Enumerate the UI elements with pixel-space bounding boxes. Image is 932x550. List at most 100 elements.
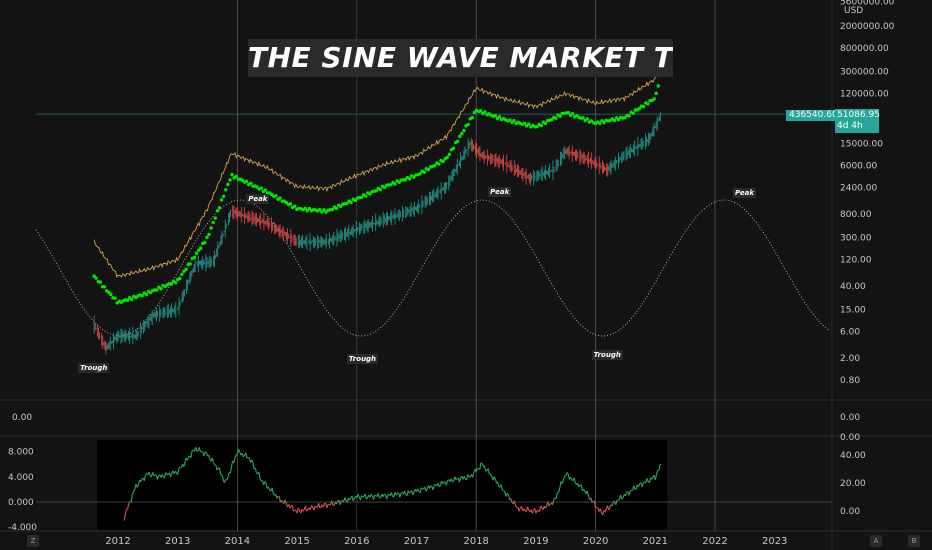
oscillator-segment [593, 500, 597, 508]
oscillator-segment [379, 497, 381, 499]
oscillator-segment [362, 495, 365, 498]
ma-band-point [397, 180, 401, 184]
ma-band-point [472, 110, 477, 115]
ma-band-point [107, 290, 111, 294]
oscillator-segment [613, 500, 616, 503]
peak-annotation: Peak [246, 194, 270, 204]
ma-band-point [550, 117, 554, 122]
oscillator-series [123, 446, 662, 521]
ma-band-point [602, 120, 606, 125]
oscillator-segment [235, 453, 238, 456]
price-axis-label: 0.80 [840, 376, 860, 386]
price-series [93, 112, 661, 355]
oscillator-segment [359, 495, 363, 500]
ma-band-point [451, 146, 456, 150]
oscillator-segment [281, 499, 284, 503]
time-axis-label: 2020 [583, 536, 608, 547]
ma-band-point [522, 121, 527, 126]
ma-band-point [205, 235, 209, 240]
oscillator-segment [267, 486, 271, 490]
oscillator-segment [591, 500, 594, 503]
oscillator-segment [340, 500, 343, 502]
oscillator-segment [211, 457, 215, 464]
oscillator-segment [547, 501, 550, 507]
oscillator-segment [349, 497, 352, 501]
time-axis-label: 2017 [404, 536, 429, 547]
oscillator-segment [479, 462, 482, 470]
ma-band-point [130, 297, 134, 302]
oscillator-segment [527, 506, 530, 511]
ma-band-point [228, 178, 232, 182]
ma-band-series [92, 72, 663, 305]
ma-band-point [203, 240, 207, 245]
last-price-badge: 51086.95 4d 4h [835, 109, 880, 133]
ma-band-point [455, 139, 460, 143]
oscillator-segment [246, 457, 249, 459]
oscillator-segment [137, 479, 141, 486]
oscillator-segment [161, 474, 164, 478]
ma-band-point [330, 207, 335, 212]
ma-band-point [616, 117, 621, 122]
ma-band-point [234, 174, 238, 179]
oscillator-segment [304, 506, 308, 512]
price-axis-label: 2.00 [840, 354, 860, 364]
ma-band-point [581, 116, 585, 120]
oscillator-segment [412, 491, 415, 496]
ma-band-point [213, 216, 218, 220]
ma-band-point [94, 276, 98, 280]
price-axis-label: 300.00 [840, 234, 872, 244]
ma-band-point [178, 276, 182, 281]
ma-band-point [159, 287, 163, 291]
oscillator-segment [195, 446, 198, 452]
ma-band-point [244, 179, 249, 184]
middle-pane-left-label: 0.00 [12, 413, 32, 423]
settings-button[interactable]: B [908, 535, 920, 547]
ma-band-point [407, 177, 412, 181]
oscillator-segment [450, 478, 453, 482]
time-axis-label: 2022 [702, 536, 727, 547]
oscillator-segment [297, 507, 300, 511]
peak-annotation: Peak [732, 188, 757, 198]
ma-band-point [447, 152, 452, 157]
oscillator-segment [596, 506, 599, 509]
time-axis-label: 2019 [523, 536, 548, 547]
oscillator-segment [497, 481, 500, 488]
oscillator-segment [573, 477, 576, 484]
oscillator-segment [374, 494, 377, 497]
oscillator-segment [615, 499, 618, 505]
oscillator-segment [515, 505, 518, 508]
oscillator-segment [364, 493, 367, 500]
oscillator-segment [633, 485, 636, 490]
ma-band-point [652, 97, 656, 101]
oscillator-segment [557, 491, 559, 494]
ma-band-point [334, 206, 339, 211]
ma-band-point [307, 206, 312, 211]
oscillator-segment [223, 479, 226, 483]
oscillator-segment [507, 494, 511, 500]
ma-band-point [368, 192, 372, 196]
oscillator-left-label: -4.000 [8, 523, 37, 533]
ma-band-point [389, 183, 393, 187]
oscillator-segment [296, 508, 299, 514]
ma-band-point [270, 192, 274, 197]
oscillator-segment [313, 506, 316, 511]
ma-band-point [418, 172, 422, 176]
zoom-button[interactable]: Z [27, 535, 39, 547]
oscillator-segment [472, 472, 475, 478]
oscillator-segment [458, 477, 462, 483]
oscillator-segment [417, 488, 420, 492]
ma-band-point [654, 91, 658, 96]
oscillator-segment [538, 505, 542, 512]
middle-pane-label: 0.00 [840, 433, 860, 443]
ma-band-point [422, 170, 426, 174]
oscillator-segment [372, 494, 376, 500]
oscillator-segment [315, 506, 318, 509]
ma-band-point [437, 162, 441, 166]
trough-annotation: Trough [78, 363, 110, 373]
price-axis-label: 2000000.00 [840, 22, 895, 32]
ma-band-point [378, 187, 383, 192]
ma-band-point [535, 125, 539, 129]
oscillator-segment [170, 473, 173, 478]
auto-scale-button[interactable]: A [870, 535, 882, 547]
oscillator-segment [128, 501, 131, 504]
